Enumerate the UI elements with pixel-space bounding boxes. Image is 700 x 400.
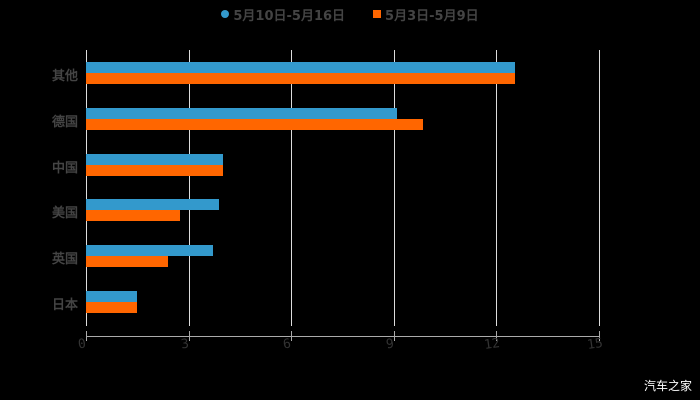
y-category-label: 日本	[51, 298, 78, 313]
chart-legend: 5月10日-5月16日 5月3日-5月9日	[0, 4, 700, 24]
legend-item-series-2[interactable]: 5月3日-5月9日	[373, 4, 479, 24]
gridline	[291, 50, 293, 326]
legend-label: 5月3日-5月9日	[385, 8, 479, 24]
gridline	[86, 50, 87, 326]
bar-series-1[interactable]	[86, 154, 223, 165]
x-tick	[599, 331, 600, 341]
gridline	[599, 50, 600, 326]
y-category-label: 中国	[51, 161, 78, 176]
gridline	[393, 50, 395, 326]
x-tick	[291, 331, 293, 341]
x-tick-label: 12	[483, 335, 502, 354]
x-tick	[496, 331, 498, 341]
bar-series-2[interactable]	[86, 119, 423, 130]
x-tick-label: 3	[179, 336, 190, 353]
bar-series-2[interactable]	[86, 73, 516, 84]
x-tick	[393, 331, 395, 341]
watermark: 汽车之家	[643, 379, 692, 393]
gridline	[496, 50, 498, 326]
bar-series-1[interactable]	[86, 199, 220, 210]
legend-label: 5月10日-5月16日	[233, 8, 346, 24]
y-category-label: 英国	[51, 252, 78, 267]
bar-series-2[interactable]	[86, 256, 169, 267]
x-axis-line	[86, 336, 600, 337]
legend-item-series-1[interactable]: 5月10日-5月16日	[221, 4, 345, 24]
gridline	[188, 50, 190, 326]
legend-square-icon	[373, 10, 382, 18]
bar-series-1[interactable]	[86, 62, 516, 73]
bar-series-2[interactable]	[86, 302, 138, 313]
bar-series-2[interactable]	[86, 165, 223, 176]
bar-series-2[interactable]	[86, 210, 181, 221]
x-tick	[86, 331, 87, 341]
legend-circle-icon	[221, 10, 230, 18]
bar-series-1[interactable]	[86, 291, 138, 302]
x-tick-label: 15	[586, 335, 604, 354]
plot-area	[86, 50, 600, 326]
bar-series-1[interactable]	[86, 108, 398, 119]
x-tick-label: 9	[384, 336, 395, 353]
y-category-label: 其他	[51, 69, 78, 84]
y-category-label: 美国	[51, 206, 78, 221]
bar-series-1[interactable]	[86, 245, 213, 256]
y-category-label: 德国	[51, 115, 78, 130]
x-tick	[188, 331, 190, 341]
